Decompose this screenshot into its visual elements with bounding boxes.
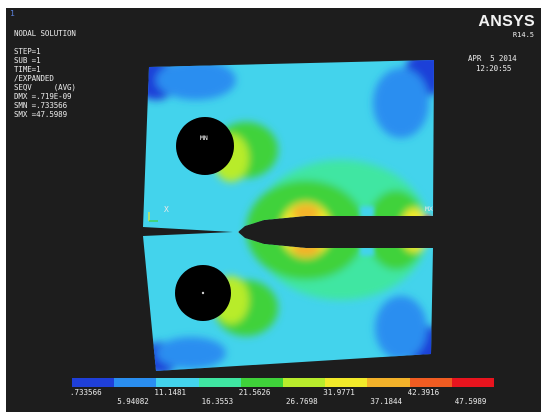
contour-plot <box>143 60 434 371</box>
legend-color-9 <box>451 378 495 387</box>
legend-value-top-0: .733566 <box>70 388 102 397</box>
legend-value-top-1: 11.1481 <box>154 388 186 397</box>
legend-color-2 <box>156 378 199 387</box>
legend-color-1 <box>114 378 157 387</box>
legend-color-6 <box>325 378 368 387</box>
min-marker: MN <box>200 134 208 142</box>
info-time: TIME=1 <box>14 65 41 74</box>
upper-hole <box>176 117 234 175</box>
info-step: STEP=1 <box>14 47 41 56</box>
plot-date: APR 5 2014 <box>468 54 517 63</box>
max-marker: MX <box>425 205 433 213</box>
info-sub: SUB =1 <box>14 56 41 65</box>
legend-color-4 <box>240 378 284 387</box>
info-smn: SMN =.733566 <box>14 101 67 110</box>
ansys-logo: ANSYS <box>478 13 535 30</box>
legend-value-bottom-1: 16.3553 <box>201 397 234 406</box>
axis-x-label-left: X <box>164 205 169 214</box>
legend-value-bottom-0: 5.94082 <box>117 397 149 406</box>
legend-color-3 <box>198 378 241 387</box>
legend-value-top-2: 21.5626 <box>238 388 271 397</box>
version-label: R14.5 <box>512 31 534 39</box>
graphics-window[interactable]: 1 ANSYS R14.5 NODAL SOLUTION STEP=1 SUB … <box>6 8 541 412</box>
node-marker <box>201 291 205 295</box>
info-title: NODAL SOLUTION <box>14 29 76 38</box>
info-seqv: SEQV (AVG) <box>14 83 76 92</box>
legend-value-bottom-4: 47.5989 <box>454 397 487 406</box>
legend-value-bottom-3: 37.1844 <box>370 397 402 406</box>
legend-bar <box>72 378 495 387</box>
legend-value-top-4: 42.3916 <box>407 388 440 397</box>
window-number: 1 <box>10 9 15 18</box>
info-dmx: DMX =.719E-09 <box>14 92 72 101</box>
stress-contour <box>143 60 434 371</box>
legend-value-top-3: 31.9771 <box>323 388 355 397</box>
plot-time: 12:20:55 <box>476 64 512 73</box>
axis-triad <box>148 212 158 222</box>
legend-value-bottom-2: 26.7698 <box>286 397 318 406</box>
legend-color-0 <box>72 378 115 387</box>
legend-color-5 <box>283 378 326 387</box>
info-smx: SMX =47.5989 <box>14 110 67 119</box>
legend-color-8 <box>409 378 452 387</box>
legend-color-7 <box>367 378 410 387</box>
info-expanded: /EXPANDED <box>14 74 54 83</box>
